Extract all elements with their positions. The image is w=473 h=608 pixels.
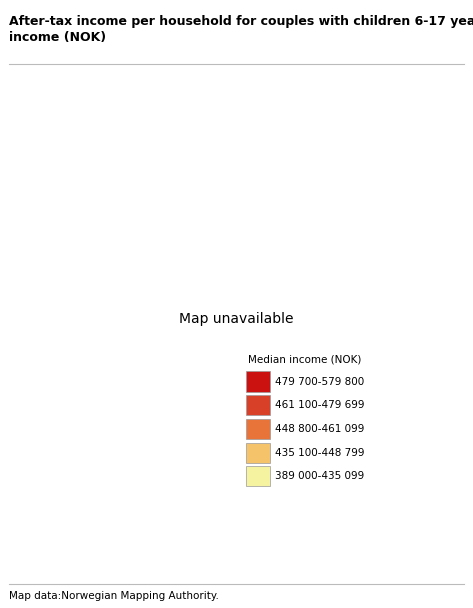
Text: 448 800-461 099: 448 800-461 099 xyxy=(275,424,365,434)
Text: 389 000-435 099: 389 000-435 099 xyxy=(275,471,365,482)
Text: 461 100-479 699: 461 100-479 699 xyxy=(275,400,365,410)
Text: Map data:Norwegian Mapping Authority.: Map data:Norwegian Mapping Authority. xyxy=(9,591,219,601)
Text: Map unavailable: Map unavailable xyxy=(179,312,294,326)
Text: After-tax income per household for couples with children 6-17 years. Median
inco: After-tax income per household for coupl… xyxy=(9,15,473,44)
Text: Median income (NOK): Median income (NOK) xyxy=(248,355,362,365)
Text: 435 100-448 799: 435 100-448 799 xyxy=(275,447,365,458)
Text: 479 700-579 800: 479 700-579 800 xyxy=(275,376,365,387)
